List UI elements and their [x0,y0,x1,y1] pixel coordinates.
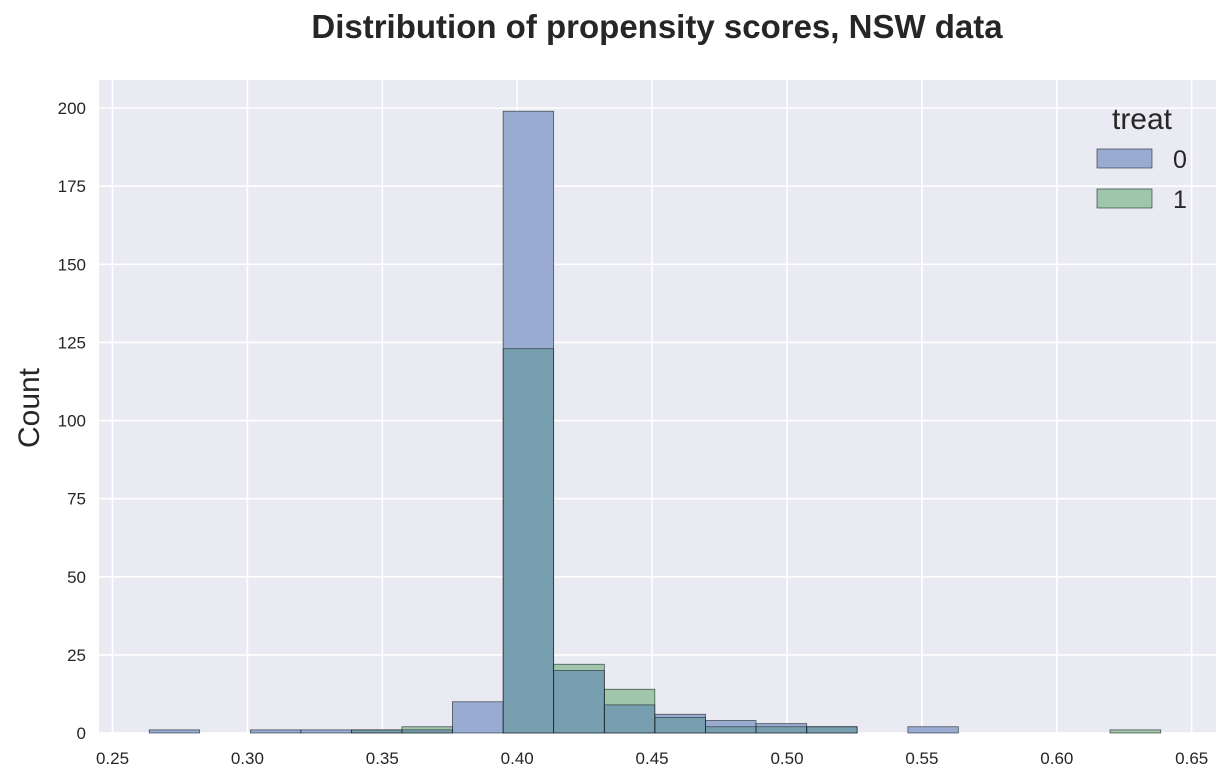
bar-series-1-10 [654,716,706,734]
chart-title: Distribution of propensity scores, NSW d… [311,8,1003,45]
legend-label: 1 [1173,186,1187,214]
bar-fill-12 [755,723,807,727]
y-tick-label: 150 [58,255,86,274]
y-tick-label: 50 [67,568,86,587]
bar-fill-15 [907,726,959,733]
x-tick-label: 0.30 [231,749,264,768]
overlap-bar-8 [553,670,605,733]
axis-ticks: 0.25 0.30 0.35 0.40 0.45 0.50 0.55 0.60 0.65 0 25 5… [58,99,1209,768]
legend-swatch [1096,188,1153,209]
legend-swatch [1096,148,1153,169]
bar-series-1-19 [1109,729,1162,734]
bar-fill-7 [503,111,554,349]
bar-series-0-15 [907,726,959,734]
y-tick-label: 175 [58,177,86,196]
y-axis-label: Count [13,367,46,448]
y-tick-label: 25 [67,646,86,665]
x-tick-label: 0.60 [1040,749,1073,768]
bar-fill-2 [250,729,301,733]
overlap-bar-7 [503,348,554,733]
bar-series-1-9 [603,688,656,734]
bar-fill-6 [452,701,504,733]
x-tick-label: 0.25 [96,749,129,768]
x-tick-label: 0.35 [366,749,399,768]
overlap-bar-4 [351,729,402,733]
bar-fill-9 [604,689,655,705]
histogram-bars [148,110,1162,734]
y-tick-label: 0 [77,724,86,743]
legend: treat 0 1 [1096,103,1187,214]
overlap-bar-11 [705,726,756,733]
plot-background [99,80,1216,733]
x-tick-label: 0.40 [501,749,534,768]
bar-fill-19 [1109,729,1161,733]
bar-fill-10 [654,714,706,718]
legend-label: 0 [1173,146,1187,174]
overlap-bar-5 [401,729,453,733]
bar-fill-5 [401,726,453,730]
x-tick-label: 0.50 [770,749,803,768]
y-tick-label: 100 [58,412,86,431]
overlap-bar-13 [806,726,858,733]
x-tick-label: 0.65 [1175,749,1208,768]
y-tick-label: 75 [67,490,86,509]
bar-fill-8 [553,664,605,671]
bar-fill-3 [300,729,352,733]
bar-series-0-0 [148,729,201,734]
overlap-bar-10 [654,717,706,733]
y-tick-label: 125 [58,333,86,352]
bar-series-1-7 [502,348,555,734]
bar-series-1-13 [806,726,858,734]
bar-series-1-5 [401,726,453,734]
y-tick-label: 200 [58,99,86,118]
x-tick-label: 0.45 [636,749,669,768]
bar-fill-11 [705,720,756,727]
bar-fill-0 [149,729,200,733]
overlap-bar-9 [604,704,655,733]
x-tick-label: 0.55 [905,749,938,768]
legend-title: treat [1112,103,1173,136]
overlap-bar-12 [755,726,807,733]
